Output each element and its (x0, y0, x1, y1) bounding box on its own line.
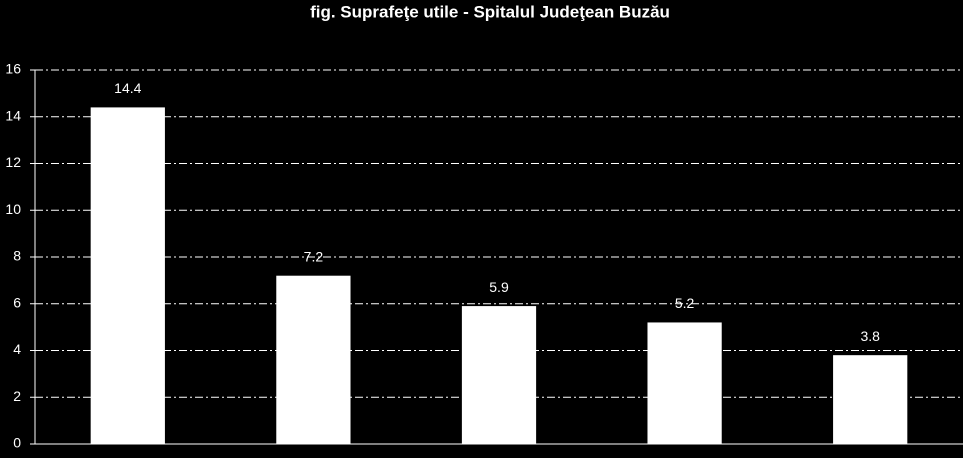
y-tick-label: 2 (13, 388, 21, 404)
value-label: 5.2 (675, 295, 695, 311)
bar (461, 306, 537, 444)
value-label: 3.8 (860, 328, 880, 344)
bar (90, 107, 165, 445)
y-tick-label: 10 (5, 201, 21, 217)
y-tick-label: 6 (13, 294, 21, 310)
bar (833, 355, 908, 444)
chart-title: fig. Suprafeţe utile - Spitalul Judeţean… (310, 2, 670, 21)
y-tick-label: 8 (13, 248, 21, 264)
y-tick-label: 16 (5, 61, 21, 77)
value-label: 5.9 (489, 279, 509, 295)
y-tick-label: 12 (5, 154, 21, 170)
y-tick-label: 14 (5, 107, 21, 123)
y-tick-label: 4 (13, 341, 21, 357)
bar (276, 275, 351, 444)
bar (647, 322, 722, 444)
y-tick-label: 0 (13, 435, 21, 451)
value-label: 14.4 (114, 80, 141, 96)
value-label: 7.2 (304, 248, 324, 264)
